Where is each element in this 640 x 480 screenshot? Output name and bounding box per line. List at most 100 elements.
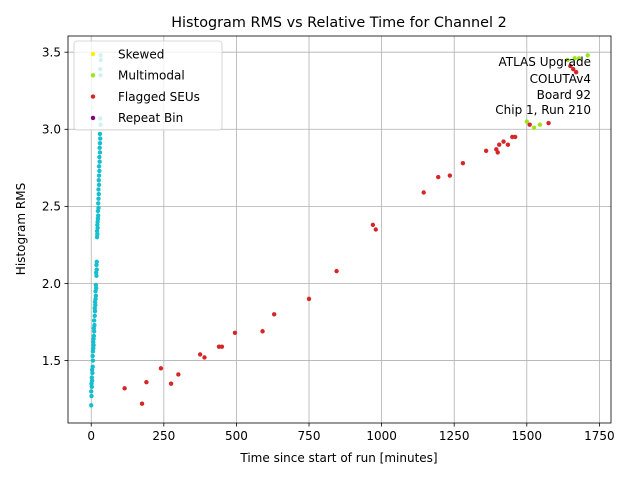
y-axis-label: Histogram RMS [14,183,28,275]
annotation-text: ATLAS Upgrade COLUTAv4 Board 92 Chip 1, … [495,55,591,117]
data-point [460,161,466,166]
x-axis-label: Time since start of run [minutes] [239,451,437,465]
data-point [197,352,203,357]
data-point [93,293,99,298]
data-point [585,53,590,58]
x-tick-label: 1750 [584,429,615,443]
data-point [93,282,99,288]
data-point [96,177,101,183]
axes-frame [67,35,612,424]
data-point [537,122,543,127]
data-point [168,381,174,386]
legend-label: Repeat Bin [118,111,183,125]
data-point [546,120,551,126]
data-point [306,296,312,302]
data-point [576,56,582,61]
data-point [421,190,426,195]
chart-title: Histogram RMS vs Relative Time for Chann… [171,15,507,31]
data-point [97,145,102,150]
x-tick-label: 750 [298,429,321,443]
data-point [98,136,103,141]
data-point [94,267,99,272]
data-point [89,393,94,399]
data-point [94,259,99,265]
data-point [95,201,101,206]
legend-label: Skewed [118,47,164,61]
data-point [176,372,181,377]
data-point [572,56,577,61]
data-point [96,164,102,169]
data-point [565,57,570,63]
x-tick-label: 1000 [366,429,397,443]
data-point [122,386,127,391]
data-point [91,318,97,323]
x-tick-label: 500 [225,429,248,443]
data-point [90,358,96,363]
data-point [95,213,101,218]
data-point [92,322,97,328]
data-point [571,66,576,72]
data-point [96,205,101,211]
data-point [373,227,378,232]
data-point [483,148,489,154]
data-point [97,154,102,160]
data-point [96,173,102,178]
data-point [158,366,164,371]
data-point [497,142,502,147]
legend-marker [90,51,96,57]
legend: Skewed Multimodal Flagged SEUs Repeat Bin [73,40,223,131]
data-point [89,389,94,394]
data-point [202,355,207,360]
data-point [90,353,95,359]
data-point [144,379,149,385]
data-point [370,222,376,228]
data-point [139,401,145,406]
data-point [92,313,97,319]
grid-lines [68,36,611,423]
data-point [512,134,518,140]
data-point [219,344,225,349]
data-point [96,187,101,192]
data-point [447,173,453,178]
x-tick-label: 1250 [439,429,470,443]
x-axis-ticks: 0 250 500 750 1000 1250 1500 1750 [87,423,615,443]
legend-marker [90,73,96,78]
data-point [501,139,506,144]
annotation-line-4: Chip 1, Run 210 [495,103,591,117]
data-point [97,140,103,146]
x-tick-label: 0 [87,429,95,443]
x-tick-label: 250 [152,429,175,443]
legend-marker [90,115,96,121]
data-point [260,329,265,334]
legend-label: Flagged SEUs [118,90,200,104]
legend-entries: Skewed Multimodal Flagged SEUs Repeat Bin [90,47,200,125]
series-flagged-seus [122,63,579,406]
data-point [96,182,102,187]
data-point [97,159,102,164]
data-point [97,131,103,137]
series-multimodal [524,53,590,130]
data-point [527,122,532,127]
data-point [436,174,441,180]
data-point [91,333,97,339]
data-point [495,150,500,155]
y-axis-ticks: 1.5 2.0 2.5 3.0 3.5 [42,45,68,368]
data-point [232,330,238,336]
data-point [505,142,511,147]
legend-box [73,40,223,131]
data-point [334,268,339,274]
data-point [524,119,529,124]
data-point [89,375,95,380]
y-tick-label: 3.5 [42,45,61,59]
y-tick-label: 1.5 [42,354,61,368]
data-point [97,150,103,155]
x-tick-label: 1500 [512,429,543,443]
y-tick-label: 2.5 [42,200,61,214]
y-tick-label: 3.0 [42,123,61,137]
legend-marker [90,94,96,99]
data-point [531,125,537,130]
annotation-line-2: COLUTAv4 [530,72,591,86]
data-point [90,364,95,369]
data-point [271,312,277,317]
